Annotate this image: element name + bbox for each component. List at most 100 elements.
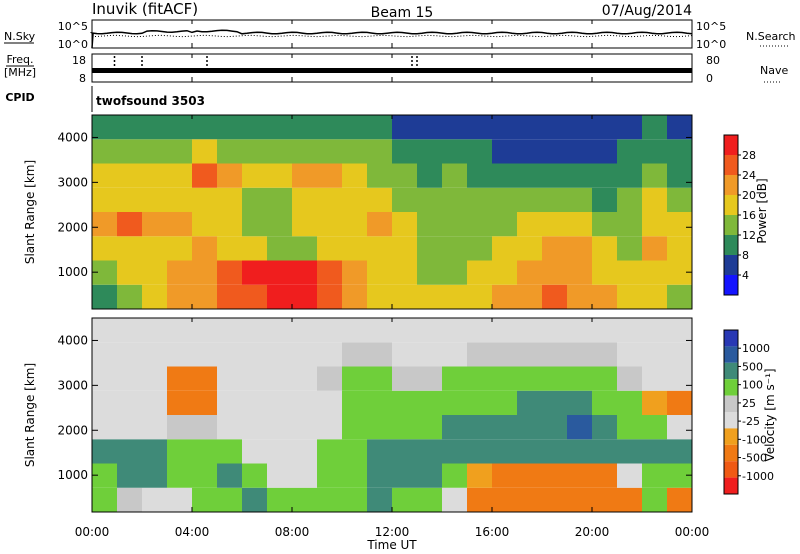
velocity-cell <box>617 318 642 343</box>
velocity-colorbar-segment <box>724 428 738 445</box>
velocity-cell <box>292 415 317 440</box>
power-colorbar-segment <box>724 235 738 255</box>
frequency-strip: Freq. [MHz] 18 8 80 0 Nave <box>4 53 789 85</box>
power-cell <box>542 115 567 140</box>
velocity-cell <box>417 366 442 391</box>
power-cell <box>142 115 167 140</box>
velocity-cell <box>642 342 667 367</box>
velocity-cell <box>142 366 167 391</box>
power-cell <box>217 115 242 140</box>
power-cell <box>317 115 342 140</box>
velocity-cell <box>292 463 317 488</box>
velocity-cell <box>392 366 417 391</box>
velocity-colorbar-segment <box>724 346 738 363</box>
power-colorbar-tick-label: 20 <box>742 189 756 202</box>
power-cell <box>117 212 142 237</box>
velocity-cell <box>667 342 692 367</box>
power-cell <box>117 260 142 285</box>
velocity-cell <box>342 463 367 488</box>
velocity-cell <box>367 439 392 464</box>
velocity-colorbar-segment <box>724 379 738 396</box>
velocity-cell <box>617 415 642 440</box>
x-tick-label: 00:00 <box>675 525 710 539</box>
velocity-cell <box>592 439 617 464</box>
power-cell <box>217 284 242 309</box>
power-cell <box>292 284 317 309</box>
power-cell <box>92 139 117 164</box>
noise-tick-left-top: 10^5 <box>58 20 88 33</box>
power-cell <box>217 260 242 285</box>
velocity-cell <box>542 366 567 391</box>
velocity-cell <box>342 318 367 343</box>
power-cell <box>192 260 217 285</box>
power-cell <box>367 284 392 309</box>
velocity-cell <box>292 342 317 367</box>
velocity-cell <box>142 318 167 343</box>
frequency-markers <box>113 56 418 68</box>
velocity-cell <box>267 342 292 367</box>
power-cell <box>392 284 417 309</box>
power-cell <box>392 260 417 285</box>
cpid-strip: CPID twofsound 3503 <box>5 86 205 112</box>
power-cell <box>217 187 242 212</box>
velocity-cell <box>567 463 592 488</box>
noise-strip: N.Sky 10^5 10^0 10^5 10^0 N.Search <box>4 19 796 51</box>
velocity-cell <box>167 463 192 488</box>
power-cell <box>617 187 642 212</box>
velocity-cell <box>617 463 642 488</box>
power-cell <box>467 139 492 164</box>
velocity-cell <box>617 487 642 512</box>
velocity-colorbar-tick-label: 500 <box>742 360 763 373</box>
velocity-cell <box>192 463 217 488</box>
velocity-cell <box>442 390 467 415</box>
power-cell <box>167 212 192 237</box>
power-cell <box>442 139 467 164</box>
velocity-cell <box>117 415 142 440</box>
power-cell <box>542 284 567 309</box>
power-cell <box>617 115 642 140</box>
velocity-cell <box>367 318 392 343</box>
velocity-cell <box>317 366 342 391</box>
velocity-cell <box>367 463 392 488</box>
freq-label-line2: [MHz] <box>4 66 36 79</box>
power-cell <box>167 260 192 285</box>
power-cell <box>317 187 342 212</box>
velocity-cell <box>442 318 467 343</box>
power-cell <box>492 139 517 164</box>
power-cell <box>117 163 142 188</box>
velocity-cell <box>667 487 692 512</box>
power-cell <box>267 139 292 164</box>
velocity-cell <box>192 390 217 415</box>
power-cell <box>417 115 442 140</box>
velocity-cell <box>367 342 392 367</box>
velocity-cell <box>442 439 467 464</box>
power-cell <box>292 187 317 212</box>
velocity-cell <box>317 390 342 415</box>
power-colorbar-tick-label: 16 <box>742 209 756 222</box>
power-cell <box>117 284 142 309</box>
power-cell <box>142 163 167 188</box>
power-cell <box>592 260 617 285</box>
velocity-cell <box>167 439 192 464</box>
power-cell <box>492 187 517 212</box>
power-cell <box>242 284 267 309</box>
nsky-label: N.Sky <box>4 30 36 43</box>
nsky-series-line <box>89 29 693 49</box>
velocity-cell <box>617 390 642 415</box>
velocity-cell <box>192 318 217 343</box>
date-title: 07/Aug/2014 <box>602 3 692 19</box>
velocity-cell <box>417 439 442 464</box>
velocity-colorbar-segment <box>724 395 738 412</box>
velocity-cell <box>492 366 517 391</box>
power-cell <box>592 163 617 188</box>
power-colorbar-segment <box>724 255 738 275</box>
velocity-cell <box>517 487 542 512</box>
power-cell <box>242 139 267 164</box>
velocity-cell <box>542 415 567 440</box>
power-colorbar-tick-label: 4 <box>742 269 749 282</box>
power-cell <box>617 284 642 309</box>
velocity-cell <box>192 415 217 440</box>
velocity-colorbar-segment <box>724 362 738 380</box>
velocity-cell <box>492 318 517 343</box>
